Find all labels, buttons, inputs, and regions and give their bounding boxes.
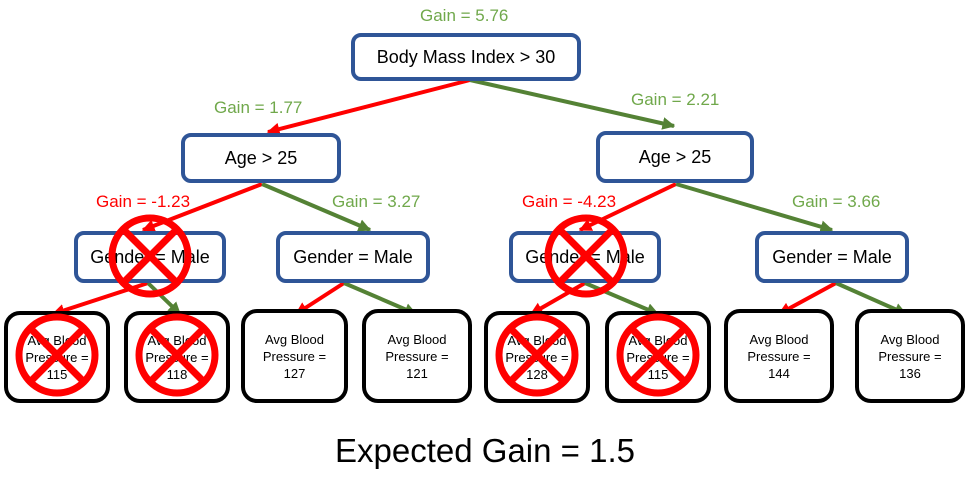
edge-gain-label-6: Gain = 3.66: [792, 192, 881, 211]
root-node-bmi: Body Mass Index > 30: [351, 33, 581, 81]
leaf-value: 121: [406, 365, 428, 381]
edge-gender-2-to-leaf-3: [294, 281, 346, 316]
leaf-6: Avg Blood Pressure = 115: [605, 311, 711, 403]
edge-gender-4-to-leaf-8: [835, 281, 908, 316]
leaf-7: Avg Blood Pressure = 144: [724, 309, 834, 403]
edge-gain-label-1: Gain = 1.77: [214, 98, 303, 117]
leaf-label-line2: Pressure =: [25, 349, 89, 365]
leaf-value: 136: [899, 365, 921, 381]
leaf-label-line2: Pressure =: [626, 349, 690, 365]
leaf-value: 144: [768, 365, 790, 381]
edge-gain-label-3: Gain = -1.23: [96, 192, 191, 211]
leaf-5: Avg Blood Pressure = 128: [484, 311, 590, 403]
edge-gender-3-to-leaf-6: [584, 281, 660, 316]
node-age-right: Age > 25: [596, 131, 754, 183]
edge-root-right: [469, 78, 676, 130]
node-gender-2: Gender = Male: [276, 231, 430, 283]
leaf-label-line1: Avg Blood: [27, 332, 87, 348]
edge-gender-2-to-leaf-4: [343, 281, 418, 316]
edge-age-left-to-gender-2: [261, 182, 372, 232]
root-gain-label: Gain = 5.76: [420, 6, 509, 25]
edge-gender-1-to-leaf-1: [51, 281, 149, 317]
edge-gender-1-to-leaf-2: [146, 281, 182, 316]
leaf-label-line2: Pressure =: [262, 348, 327, 364]
leaf-1: Avg Blood Pressure = 115: [4, 311, 110, 403]
leaf-label-line2: Pressure =: [878, 348, 942, 364]
edge-gender-4-to-leaf-7: [777, 281, 837, 316]
node-age-left: Age > 25: [181, 133, 341, 183]
leaf-value: 115: [647, 366, 669, 382]
leaf-label-line2: Pressure =: [145, 349, 209, 365]
leaf-label-line2: Pressure =: [747, 348, 811, 364]
leaf-4: Avg Blood Pressure = 121: [362, 309, 472, 403]
leaf-2: Avg Blood Pressure = 118: [124, 311, 230, 403]
edge-root-left: [266, 78, 471, 136]
node-gender-3: Gender = Male: [509, 231, 661, 283]
leaf-value: 118: [166, 366, 188, 382]
leaf-label-line1: Avg Blood: [880, 331, 940, 347]
node-gender-4: Gender = Male: [755, 231, 909, 283]
edge-gain-label-5: Gain = -4.23: [522, 192, 617, 211]
leaf-label-line1: Avg Blood: [387, 331, 447, 347]
leaf-label-line1: Avg Blood: [749, 331, 809, 347]
leaf-label-line2: Pressure =: [505, 349, 569, 365]
leaf-value: 115: [46, 366, 68, 382]
leaf-3: Avg Blood Pressure = 127: [241, 309, 348, 403]
leaf-label-line1: Avg Blood: [264, 331, 325, 347]
edge-gain-label-2: Gain = 2.21: [631, 90, 720, 109]
leaf-label-line1: Avg Blood: [628, 332, 688, 348]
leaf-label-line1: Avg Blood: [507, 332, 567, 348]
leaf-label-line1: Avg Blood: [147, 332, 207, 348]
edge-age-right-to-gender-4: [675, 182, 834, 233]
leaf-label-line2: Pressure =: [385, 348, 449, 364]
edge-gain-label-4: Gain = 3.27: [332, 192, 421, 211]
node-gender-1: Gender = Male: [74, 231, 226, 283]
leaf-value: 128: [526, 366, 548, 382]
edge-gender-3-to-leaf-5: [529, 281, 586, 316]
expected-gain-caption: Expected Gain = 1.5: [335, 432, 635, 469]
leaf-8: Avg Blood Pressure = 136: [855, 309, 965, 403]
leaf-value: 127: [283, 365, 306, 381]
